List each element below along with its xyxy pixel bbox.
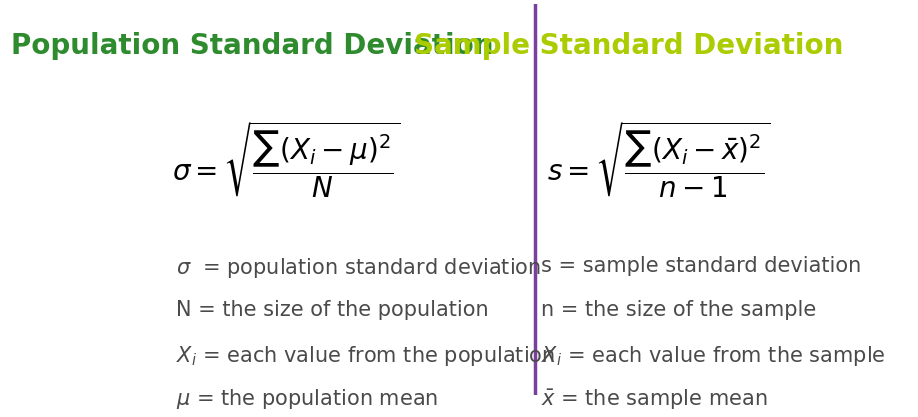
Text: $X_i$ = each value from the population: $X_i$ = each value from the population: [175, 344, 554, 367]
Text: Sample Standard Deviation: Sample Standard Deviation: [414, 32, 843, 60]
Text: N = the size of the population: N = the size of the population: [175, 300, 488, 320]
Text: $\bar{x}$ = the sample mean: $\bar{x}$ = the sample mean: [541, 387, 767, 412]
Text: $\sigma = \sqrt{\dfrac{\sum(X_i - \mu)^2}{N}}$: $\sigma = \sqrt{\dfrac{\sum(X_i - \mu)^2…: [172, 120, 400, 201]
Text: s = sample standard deviation: s = sample standard deviation: [541, 256, 861, 276]
Text: $s = \sqrt{\dfrac{\sum(X_i - \bar{x})^2}{n - 1}}$: $s = \sqrt{\dfrac{\sum(X_i - \bar{x})^2}…: [547, 120, 771, 201]
Text: Population Standard Deviation: Population Standard Deviation: [11, 32, 493, 60]
Text: $\mu$ = the population mean: $\mu$ = the population mean: [175, 387, 438, 411]
Text: n = the size of the sample: n = the size of the sample: [541, 300, 816, 320]
Text: $\sigma$  = population standard deviation: $\sigma$ = population standard deviation: [175, 256, 541, 280]
Text: $X_i$ = each value from the sample: $X_i$ = each value from the sample: [541, 344, 886, 367]
